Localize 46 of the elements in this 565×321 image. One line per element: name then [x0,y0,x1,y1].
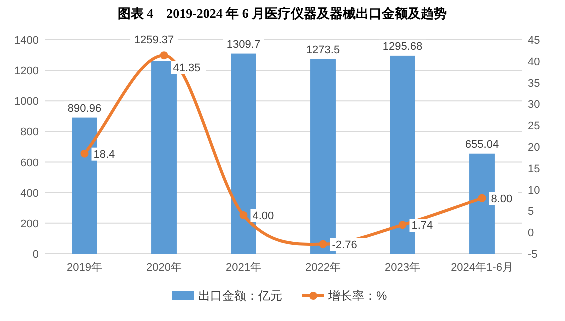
y2-tick-label: 15 [528,163,540,176]
point [240,211,248,220]
y-tick-label: 200 [20,218,39,230]
y-tick-label: 1200 [14,66,39,78]
y2-tick-label: 40 [528,56,540,68]
legend-label: 增长率：% [328,289,388,303]
y2-tick-label: 5 [528,206,534,218]
y2-tick-label: 0 [528,228,534,240]
x-tick-label: 2019年 [67,262,102,274]
y-tick-label: 800 [20,126,39,139]
y-tick-label: 0 [32,249,39,261]
data-label: 8.00 [491,193,513,206]
x-tick-label: 2021年 [226,262,262,274]
data-label: 890.96 [68,102,102,115]
data-label: 4.00 [252,210,274,222]
y2-tick-label: 10 [528,184,540,197]
chart-title: 图表 4 2019-2024 年 6 月医疗仪器及器械出口金额及趋势 [118,6,448,21]
y-tick-label: 600 [20,157,39,170]
point [478,194,486,202]
data-label: 1259.37 [134,34,174,47]
y2-tick-label: 45 [528,35,540,47]
point [319,240,328,248]
legend-label: 出口金额：亿元 [198,289,282,303]
data-label: 655.04 [465,138,500,151]
data-label: 1309.7 [226,38,261,51]
y2-tick-label: 30 [528,99,540,112]
y-tick-label: 400 [20,188,39,200]
point [398,221,407,230]
y2-tick-label: 20 [528,142,540,154]
x-tick-label: 2023年 [385,262,420,274]
point [80,150,89,158]
point [160,52,168,60]
y2-tick-label: 35 [528,78,540,90]
y-tick-label: 1000 [14,96,39,108]
y2-tick-label: 25 [528,120,540,133]
x-tick-label: 2024年1-6月 [451,262,514,274]
data-label: 18.4 [94,148,116,161]
x-tick-label: 2022年 [306,262,341,274]
x-tick-label: 2020年 [146,262,182,274]
data-label: 1273.5 [306,44,340,56]
data-label: 1.74 [412,220,434,232]
y2-tick-label: -5 [528,249,538,261]
data-label: -2.76 [332,239,358,252]
y-tick-label: 1400 [14,35,39,47]
data-label: 1295.68 [382,40,423,53]
data-label: 41.35 [173,62,201,74]
